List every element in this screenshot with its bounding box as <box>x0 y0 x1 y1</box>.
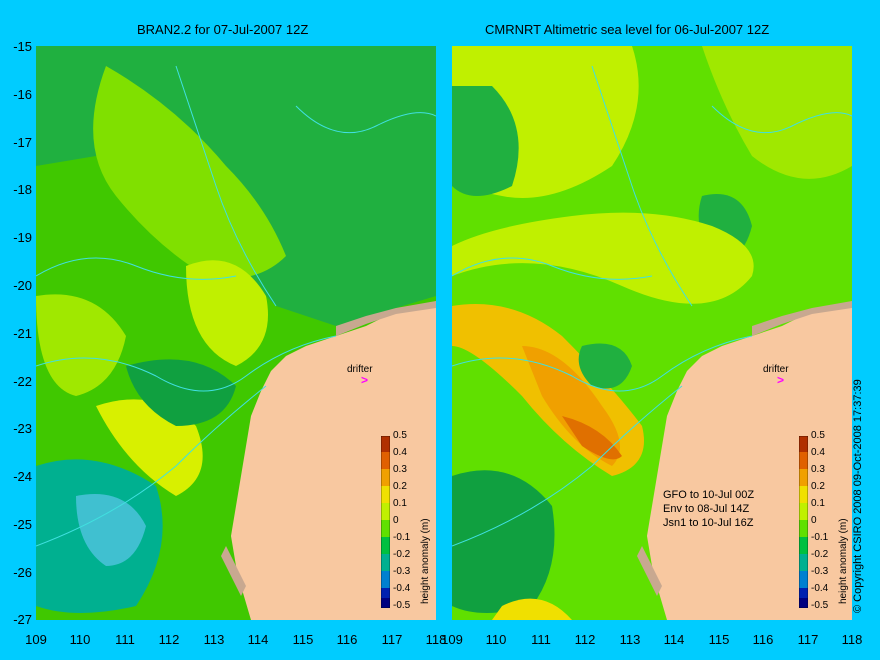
colorbar-tick: 0.2 <box>393 481 407 492</box>
y-tick: -18 <box>13 182 32 197</box>
colorbar-tick: 0.1 <box>811 498 825 509</box>
x-tick: 111 <box>531 632 551 647</box>
y-tick: -17 <box>13 135 32 150</box>
x-tick: 118 <box>425 632 447 647</box>
y-tick: -26 <box>13 565 32 580</box>
x-tick: 111 <box>115 632 135 647</box>
colorbar-tick: -0.3 <box>393 566 411 577</box>
x-tick: 110 <box>485 632 507 647</box>
y-tick: -27 <box>13 612 32 627</box>
y-tick: -21 <box>13 326 32 341</box>
x-tick: 113 <box>203 632 225 647</box>
colorbar-tick: 0.3 <box>811 464 825 475</box>
colorbar-tick: 0.4 <box>393 447 407 458</box>
x-tick: 118 <box>841 632 863 647</box>
y-tick: -15 <box>13 39 32 54</box>
y-tick: -19 <box>13 230 32 245</box>
x-tick: 110 <box>69 632 91 647</box>
colorbar-tick: -0.3 <box>811 566 829 577</box>
colorbar-tick: -0.2 <box>393 549 411 560</box>
colorbar-left <box>380 435 391 609</box>
colorbar-tick: -0.1 <box>393 532 411 543</box>
x-tick: 114 <box>663 632 685 647</box>
x-tick: 113 <box>619 632 641 647</box>
colorbar-left-title: height anomaly (m) <box>420 518 431 604</box>
x-tick: 115 <box>292 632 314 647</box>
colorbar-tick: 0 <box>811 515 817 526</box>
x-tick: 109 <box>441 632 463 647</box>
x-tick: 112 <box>158 632 180 647</box>
x-tick: 114 <box>247 632 269 647</box>
drifter-marker-right: > <box>777 373 785 387</box>
left-map-title: BRAN2.2 for 07-Jul-2007 12Z <box>137 22 309 37</box>
x-tick: 112 <box>574 632 596 647</box>
copyright-stamp: © Copyright CSIRO 2008 09-Oct-2008 17:37… <box>852 379 864 613</box>
y-tick: -23 <box>13 421 32 436</box>
colorbar-right-title: height anomaly (m) <box>838 518 849 604</box>
x-tick: 109 <box>25 632 47 647</box>
satellite-note-env: Env to 08-Jul 14Z <box>663 503 750 515</box>
right-map-title: CMRNRT Altimetric sea level for 06-Jul-2… <box>485 22 770 37</box>
right-map <box>452 46 852 620</box>
y-tick: -22 <box>13 374 32 389</box>
satellite-note-gfo: GFO to 10-Jul 00Z <box>663 489 755 501</box>
colorbar-tick: 0 <box>393 515 399 526</box>
colorbar-tick: -0.4 <box>811 583 829 594</box>
x-tick: 116 <box>336 632 358 647</box>
colorbar-tick: 0.5 <box>811 430 825 441</box>
colorbar-tick: 0.4 <box>811 447 825 458</box>
drifter-marker-left: > <box>361 373 369 387</box>
colorbar-tick: -0.1 <box>811 532 829 543</box>
colorbar-tick: 0.5 <box>393 430 407 441</box>
x-tick: 116 <box>752 632 774 647</box>
y-tick: -20 <box>13 278 32 293</box>
colorbar-tick: 0.2 <box>811 481 825 492</box>
drifter-label-left: drifter <box>347 364 373 375</box>
satellite-note-jsn1: Jsn1 to 10-Jul 16Z <box>663 517 754 529</box>
colorbar-right <box>798 435 809 609</box>
x-tick: 117 <box>381 632 403 647</box>
left-map <box>36 46 436 620</box>
drifter-label-right: drifter <box>763 364 789 375</box>
colorbar-tick: -0.5 <box>393 600 411 611</box>
x-tick: 115 <box>708 632 730 647</box>
colorbar-tick: -0.2 <box>811 549 829 560</box>
colorbar-tick: 0.1 <box>393 498 407 509</box>
y-tick: -25 <box>13 517 32 532</box>
colorbar-tick: -0.4 <box>393 583 411 594</box>
y-tick: -24 <box>13 469 32 484</box>
colorbar-tick: 0.3 <box>393 464 407 475</box>
x-tick: 117 <box>797 632 819 647</box>
y-tick: -16 <box>13 87 32 102</box>
colorbar-tick: -0.5 <box>811 600 829 611</box>
